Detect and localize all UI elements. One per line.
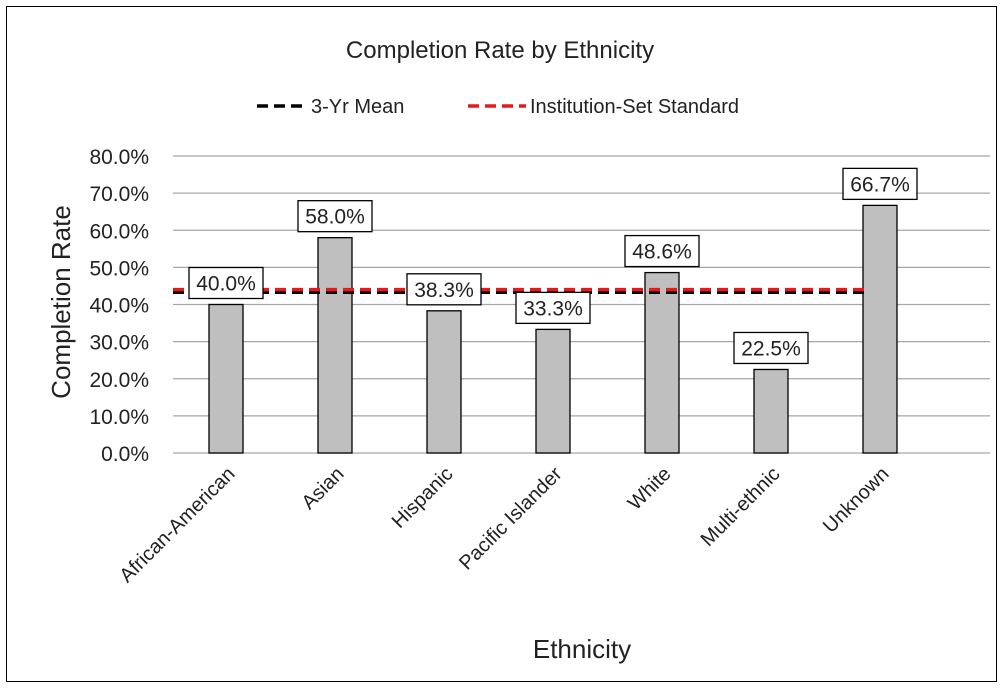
data-label-box bbox=[406, 273, 482, 306]
y-tick-label: 80.0% bbox=[89, 146, 149, 169]
y-axis-ticks: 0.0% 10.0% 20.0% 30.0% 40.0% 50.0% 60.0% 70.0% 8… bbox=[89, 146, 149, 466]
x-tick-label: Asian bbox=[298, 463, 349, 514]
y-tick-label: 20.0% bbox=[89, 369, 149, 392]
bar bbox=[317, 237, 353, 454]
x-tick-label: Unknown bbox=[819, 463, 894, 538]
data-label: 40.0% bbox=[196, 273, 256, 296]
data-label-box bbox=[733, 331, 809, 365]
y-tick-label: 70.0% bbox=[89, 183, 149, 206]
y-tick-label: 30.0% bbox=[89, 332, 149, 355]
legend: 3-Yr Mean Institution-Set Standard bbox=[257, 96, 739, 118]
chart-title: Completion Rate by Ethnicity bbox=[346, 37, 654, 64]
x-axis-title: Ethnicity bbox=[533, 634, 631, 664]
data-label: 58.0% bbox=[305, 206, 365, 229]
y-axis-title: Completion Rate bbox=[46, 205, 76, 399]
y-tick-label: 0.0% bbox=[101, 443, 149, 466]
data-labels: 40.0% 58.0% 38.3% 33.3% 48.6% 22.5% 66.7% bbox=[188, 167, 918, 365]
data-label-box bbox=[515, 291, 591, 325]
data-label-box bbox=[842, 167, 918, 201]
y-tick-label: 50.0% bbox=[89, 257, 149, 280]
x-tick-label: Multi-ethnic bbox=[697, 463, 785, 551]
data-label-box bbox=[297, 200, 373, 233]
y-tick-label: 10.0% bbox=[89, 406, 149, 429]
y-tick-label: 60.0% bbox=[89, 220, 149, 243]
bar bbox=[535, 328, 571, 454]
data-label: 48.6% bbox=[632, 241, 692, 264]
bar bbox=[644, 271, 680, 454]
y-tick-label: 40.0% bbox=[89, 295, 149, 318]
x-tick-label: White bbox=[624, 463, 676, 515]
data-label-box bbox=[624, 234, 700, 268]
chart-frame bbox=[6, 6, 997, 682]
data-label: 33.3% bbox=[523, 297, 583, 320]
bar bbox=[426, 310, 462, 454]
legend-label: 3-Yr Mean bbox=[311, 96, 404, 118]
bar bbox=[753, 368, 789, 454]
bar bbox=[208, 303, 244, 454]
x-tick-label: African-American bbox=[116, 463, 240, 587]
data-label: 38.3% bbox=[414, 279, 474, 302]
x-tick-label: Hispanic bbox=[388, 463, 458, 533]
data-label-box bbox=[188, 266, 264, 300]
legend-label: Institution-Set Standard bbox=[530, 96, 739, 118]
bars bbox=[208, 204, 898, 454]
bar bbox=[862, 204, 898, 454]
data-label: 22.5% bbox=[741, 337, 801, 360]
data-label: 66.7% bbox=[850, 173, 910, 196]
x-tick-label: Pacific Islander bbox=[455, 463, 567, 575]
